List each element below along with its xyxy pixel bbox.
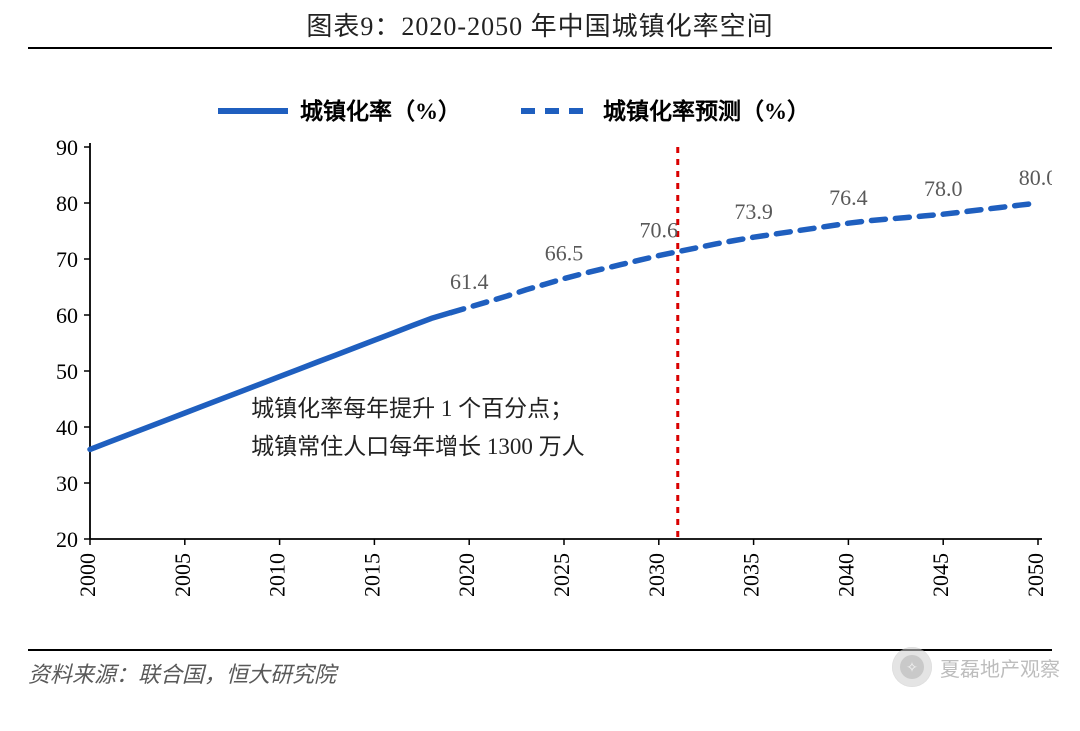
svg-text:40: 40	[56, 415, 78, 440]
svg-text:2045: 2045	[928, 553, 953, 597]
svg-text:20: 20	[56, 527, 78, 552]
watermark-avatar-icon: ✧	[900, 655, 924, 679]
svg-text:2005: 2005	[170, 553, 195, 597]
svg-text:2025: 2025	[549, 553, 574, 597]
chart-title: 图表9：2020-2050 年中国城镇化率空间	[0, 0, 1080, 47]
svg-text:73.9: 73.9	[734, 199, 773, 224]
svg-text:2020: 2020	[454, 553, 479, 597]
svg-text:城镇化率每年提升 1 个百分点；: 城镇化率每年提升 1 个百分点；	[251, 396, 573, 421]
svg-text:80.0: 80.0	[1019, 165, 1052, 190]
svg-text:70.6: 70.6	[640, 218, 679, 243]
svg-text:2040: 2040	[833, 553, 858, 597]
svg-text:78.0: 78.0	[924, 176, 963, 201]
svg-text:76.4: 76.4	[829, 185, 868, 210]
svg-text:70: 70	[56, 247, 78, 272]
watermark: ✧ 夏磊地产观察	[892, 647, 1060, 687]
watermark-label: 夏磊地产观察	[940, 653, 1060, 682]
svg-text:城镇常住人口每年增长 1300 万人: 城镇常住人口每年增长 1300 万人	[251, 434, 585, 459]
svg-text:城镇化率（%）: 城镇化率（%）	[300, 98, 461, 124]
svg-text:2010: 2010	[265, 553, 290, 597]
svg-text:60: 60	[56, 303, 78, 328]
svg-text:61.4: 61.4	[450, 269, 489, 294]
svg-text:城镇化率预测（%）: 城镇化率预测（%）	[603, 98, 810, 124]
svg-text:2000: 2000	[75, 553, 100, 597]
svg-text:90: 90	[56, 135, 78, 160]
watermark-avatar: ✧	[892, 647, 932, 687]
svg-text:2015: 2015	[359, 553, 384, 597]
chart-area: 2030405060708090200020052010201520202025…	[28, 49, 1052, 649]
svg-text:2050: 2050	[1023, 553, 1048, 597]
svg-text:2035: 2035	[739, 553, 764, 597]
svg-text:30: 30	[56, 471, 78, 496]
svg-text:66.5: 66.5	[545, 241, 584, 266]
svg-text:80: 80	[56, 191, 78, 216]
line-chart-svg: 2030405060708090200020052010201520202025…	[28, 49, 1052, 649]
svg-text:2030: 2030	[644, 553, 669, 597]
svg-text:50: 50	[56, 359, 78, 384]
